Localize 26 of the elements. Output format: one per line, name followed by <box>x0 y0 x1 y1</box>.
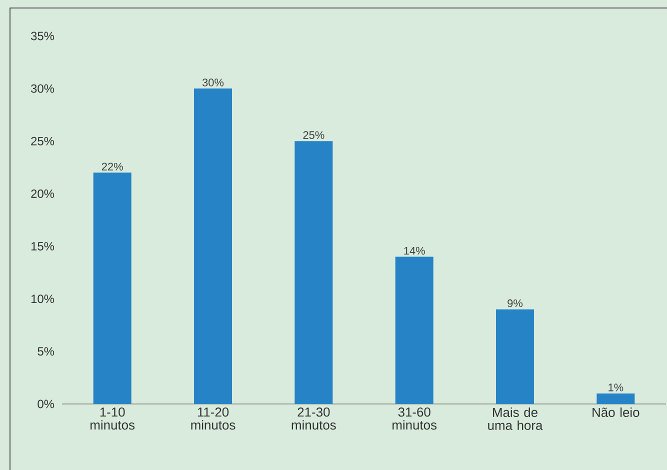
bar <box>93 172 132 404</box>
bar <box>294 141 333 404</box>
y-tick-label: 35% <box>31 32 54 40</box>
x-tick-label: 21-30 minutos <box>292 408 336 430</box>
y-tick-label: 15% <box>31 242 54 250</box>
data-label: 30% <box>202 78 224 86</box>
bar <box>596 393 635 404</box>
y-tick-label: 5% <box>38 347 54 356</box>
data-label: 25% <box>303 131 324 139</box>
x-tick-label: 31-60 minutos <box>392 408 437 430</box>
data-label: 22% <box>102 162 123 170</box>
x-tick-label: 1-10 minutos <box>90 408 135 430</box>
bar <box>395 256 434 404</box>
x-tick-label: Mais de uma hora <box>488 408 543 430</box>
y-tick-label: 10% <box>31 294 54 304</box>
data-label: 14% <box>404 246 425 255</box>
x-tick-label: Não leio <box>592 408 640 418</box>
x-tick-label: 11-20 minutos <box>191 408 236 430</box>
y-tick-label: 25% <box>31 136 54 146</box>
y-tick-label: 0% <box>38 400 54 408</box>
y-tick-label: 20% <box>31 189 54 198</box>
data-label: 9% <box>508 299 523 308</box>
bar <box>194 88 232 404</box>
bar <box>496 309 534 404</box>
y-tick-label: 30% <box>31 84 54 93</box>
data-label: 1% <box>608 384 624 392</box>
